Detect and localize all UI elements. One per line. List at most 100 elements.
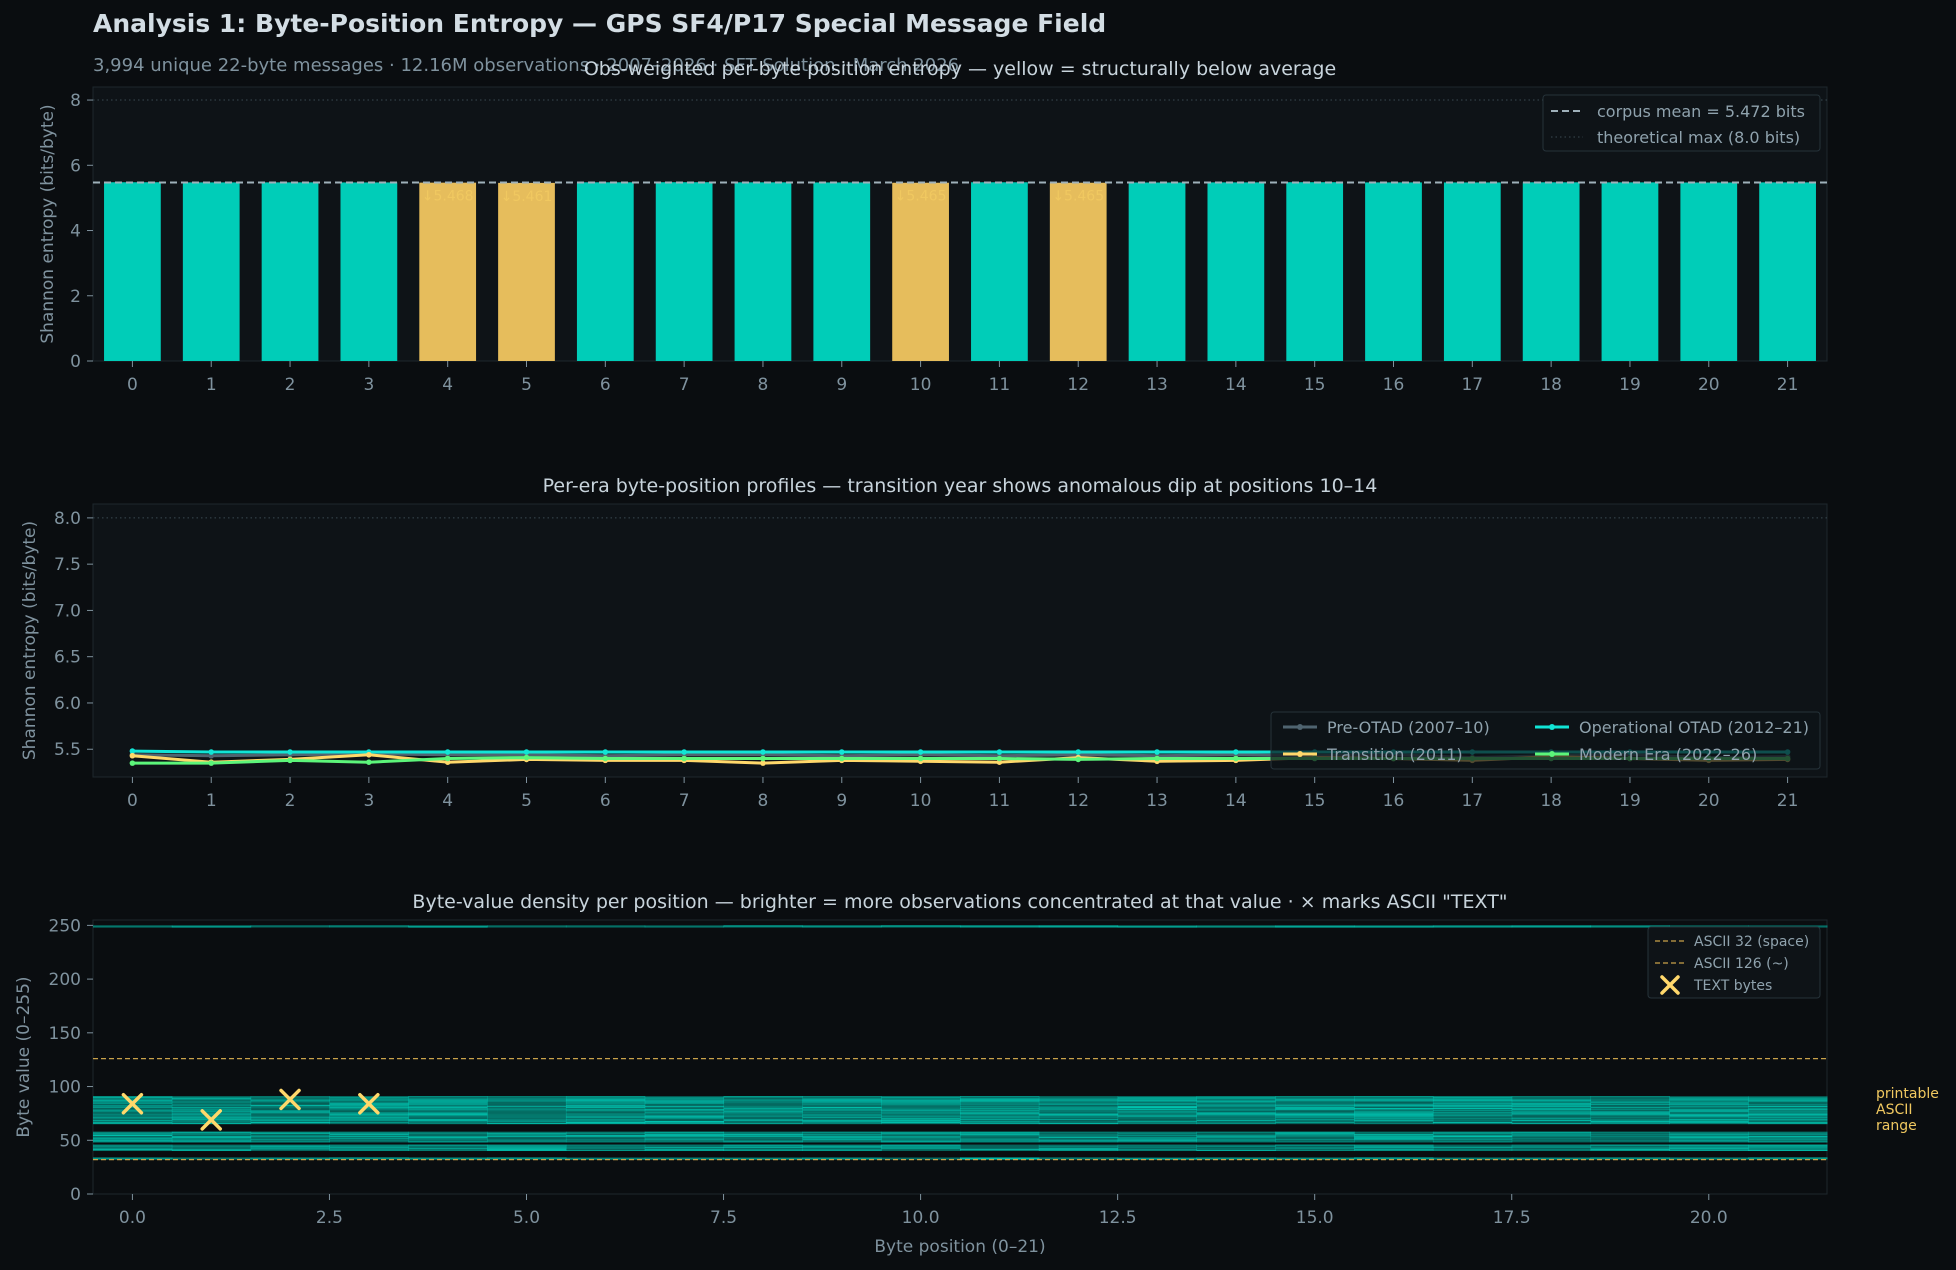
heat-ytick-label: 250 bbox=[49, 916, 81, 936]
heat-cell bbox=[1590, 1102, 1670, 1104]
legend-tilde-label: ASCII 126 (~) bbox=[1694, 956, 1789, 972]
heat-cell bbox=[487, 926, 567, 928]
heat-cell bbox=[1748, 1101, 1828, 1103]
series-3-point-11 bbox=[996, 755, 1003, 762]
heat-cell bbox=[1117, 1102, 1197, 1104]
heat-cell bbox=[1038, 926, 1119, 928]
heat-cell bbox=[250, 1114, 330, 1116]
heat-cell bbox=[93, 1149, 173, 1152]
heat-cell bbox=[487, 1116, 567, 1118]
heat-cell bbox=[1432, 1105, 1513, 1107]
bar-xtick-label: 12 bbox=[1067, 375, 1089, 395]
heat-cell bbox=[723, 1105, 803, 1107]
heat-cell bbox=[1432, 1118, 1513, 1120]
heat-cell bbox=[723, 1112, 803, 1114]
heat-cell bbox=[1038, 1108, 1119, 1110]
heat-cell bbox=[408, 1114, 488, 1116]
bar-legend bbox=[1542, 94, 1821, 152]
heat-cell bbox=[565, 925, 646, 927]
heat-cell bbox=[565, 1149, 646, 1152]
heat-cell bbox=[93, 1141, 173, 1143]
text-byte-marker-1 bbox=[200, 1109, 222, 1131]
heat-cell bbox=[1275, 1110, 1355, 1112]
heat-cell bbox=[1432, 1116, 1513, 1118]
heat-xtick-label: 17.5 bbox=[1493, 1208, 1531, 1228]
heat-cell bbox=[93, 1118, 173, 1120]
heat-cell bbox=[487, 1122, 567, 1124]
heat-cell bbox=[1117, 1118, 1197, 1120]
heat-cell bbox=[1354, 1113, 1434, 1115]
heat-cell bbox=[1038, 1134, 1119, 1136]
heat-cell bbox=[1275, 1149, 1355, 1152]
heat-cell bbox=[802, 1101, 882, 1103]
heat-cell bbox=[1275, 1119, 1355, 1121]
heat-cell bbox=[1196, 1096, 1276, 1098]
heat-cell bbox=[171, 1133, 252, 1135]
heat-cell bbox=[723, 1111, 803, 1113]
heat-cell bbox=[1117, 1147, 1197, 1149]
heat-cell bbox=[1748, 1140, 1828, 1142]
heat-xtick-label: 20.0 bbox=[1690, 1208, 1728, 1228]
heat-cell bbox=[1590, 1096, 1670, 1098]
heat-cell bbox=[565, 1113, 646, 1115]
heat-cell bbox=[329, 1111, 409, 1113]
heat-cell bbox=[250, 1110, 330, 1112]
heat-cell bbox=[250, 1158, 330, 1160]
heat-cell bbox=[802, 1139, 882, 1141]
heat-cell bbox=[1117, 1117, 1197, 1119]
heat-cell bbox=[644, 1134, 725, 1136]
legend-label-2: Transition (2011) bbox=[1326, 745, 1463, 764]
heat-cell bbox=[644, 1099, 725, 1101]
heat-cell bbox=[250, 1116, 330, 1118]
heat-cell bbox=[1748, 1148, 1828, 1150]
heat-cell bbox=[1117, 926, 1197, 928]
heat-cell bbox=[93, 1120, 173, 1123]
heat-cell bbox=[487, 1123, 567, 1125]
heat-cell bbox=[881, 1097, 961, 1099]
heat-cell bbox=[565, 1146, 646, 1148]
heat-cell bbox=[1275, 1144, 1355, 1146]
text-byte-marker-3 bbox=[358, 1092, 380, 1115]
heat-cell bbox=[93, 1112, 173, 1114]
heat-cell bbox=[487, 1118, 567, 1120]
line-xtick-label: 4 bbox=[442, 791, 453, 811]
line-xtick-label: 12 bbox=[1067, 791, 1089, 811]
heat-cell bbox=[329, 1106, 409, 1109]
bar-5 bbox=[498, 182, 555, 361]
heat-cell bbox=[93, 1139, 173, 1141]
heat-ytick-label: 100 bbox=[49, 1078, 81, 1098]
heat-cell bbox=[1354, 1148, 1434, 1150]
heat-cell bbox=[960, 1110, 1040, 1112]
heat-cell bbox=[1196, 1100, 1276, 1102]
heat-cell bbox=[1432, 1157, 1513, 1159]
heat-cell bbox=[644, 1157, 725, 1159]
heat-cell bbox=[802, 1122, 882, 1124]
heat-cell bbox=[1117, 1109, 1197, 1111]
heat-cell bbox=[1117, 1105, 1197, 1107]
bar-ytick-label: 0 bbox=[70, 352, 81, 372]
heat-cell bbox=[723, 1113, 803, 1115]
heat-cell bbox=[1511, 1104, 1592, 1106]
heat-cell bbox=[960, 1098, 1040, 1100]
heat-cell bbox=[802, 1138, 882, 1140]
series-3-point-10 bbox=[917, 755, 924, 762]
bar-xtick-label: 10 bbox=[910, 375, 932, 395]
heat-cell bbox=[1275, 1115, 1355, 1117]
heat-cell bbox=[723, 1135, 803, 1138]
heat-cell bbox=[644, 1144, 725, 1146]
heat-cell bbox=[1117, 1114, 1197, 1116]
heat-cell bbox=[329, 926, 409, 928]
heat-cell bbox=[329, 1115, 409, 1117]
heat-cell bbox=[1432, 1101, 1513, 1103]
heat-cell bbox=[250, 926, 330, 928]
heat-cell bbox=[329, 1144, 409, 1146]
heat-cell bbox=[1354, 1157, 1434, 1159]
heat-cell bbox=[1354, 1119, 1434, 1121]
heat-cell bbox=[1590, 1157, 1670, 1159]
heat-cell bbox=[171, 1100, 252, 1102]
heat-cell bbox=[1590, 1148, 1670, 1150]
heat-cell bbox=[171, 1104, 252, 1106]
heat-cell bbox=[1038, 1106, 1119, 1109]
heat-cell bbox=[960, 1116, 1040, 1118]
heat-cell bbox=[93, 1123, 173, 1125]
